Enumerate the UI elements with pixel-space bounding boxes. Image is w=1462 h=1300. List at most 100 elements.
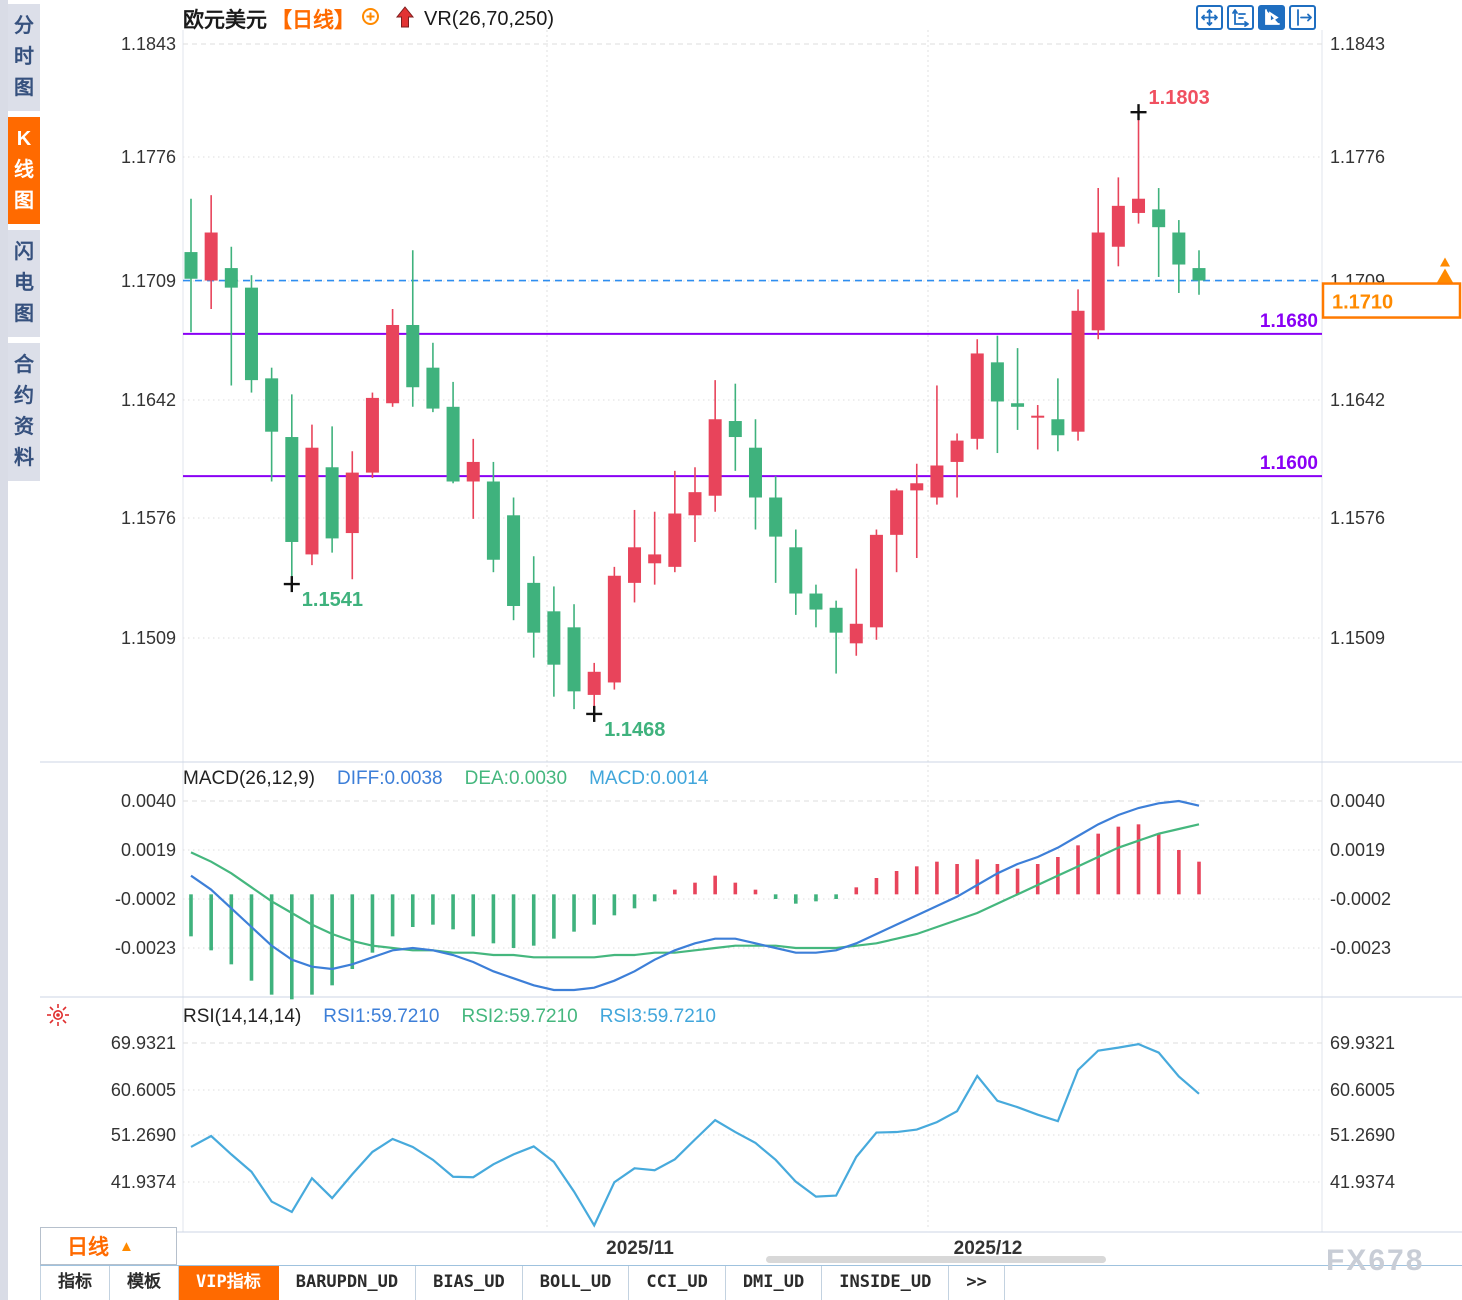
candle (184, 198, 198, 333)
price-axis-label-right: 1.1576 (1330, 508, 1385, 528)
candle (406, 250, 420, 407)
indicator-tab-VIP指标[interactable]: VIP指标 (179, 1266, 279, 1300)
candle (305, 424, 319, 566)
indicator-tab-BARUPDN_UD[interactable]: BARUPDN_UD (279, 1266, 417, 1300)
red-up-arrow-icon (394, 5, 416, 34)
indicator-tab-BOLL_UD[interactable]: BOLL_UD (523, 1266, 630, 1300)
macd-hist-bar (1096, 833, 1100, 895)
macd-title: MACD(26,12,9) (183, 768, 315, 789)
candle (265, 367, 279, 482)
rsi-axis-label-left: 41.9374 (111, 1172, 176, 1192)
indicator-tab-指标[interactable]: 指标 (40, 1266, 110, 1300)
macd-axis-label-left: -0.0023 (115, 938, 176, 958)
macd-hist-bar (1136, 824, 1141, 895)
candle (648, 511, 662, 585)
macd-hist-bar (229, 894, 234, 965)
candle (829, 600, 843, 674)
candle (1011, 348, 1025, 430)
macd-hist-bar (370, 894, 375, 953)
candle (365, 392, 379, 478)
rsi-axis-label-right: 69.9321 (1330, 1033, 1395, 1053)
macd-hist-bar (431, 894, 435, 925)
candle (990, 335, 1004, 454)
indicator-settings-sun-icon[interactable] (44, 1001, 72, 1034)
current-price-value: 1.1710 (1332, 292, 1393, 314)
candle (748, 419, 762, 530)
sidebar-item-闪电图[interactable]: 闪电图 (8, 230, 40, 337)
macd-hist-bar (894, 871, 899, 895)
move-icon[interactable] (1196, 5, 1223, 35)
candle (1031, 405, 1045, 450)
sidebar-item-分时图[interactable]: 分时图 (8, 4, 40, 111)
indicator-tab-CCI_UD[interactable]: CCI_UD (629, 1266, 726, 1300)
macd-hist-bar (975, 859, 980, 895)
candle (769, 476, 783, 583)
macd-hist-bar (1197, 861, 1201, 895)
axis-play-icon[interactable] (1258, 5, 1285, 35)
macd-hist-bar (733, 882, 738, 895)
macd-hist-bar (249, 894, 254, 981)
indicator-tab-INSIDE_UD[interactable]: INSIDE_UD (822, 1266, 950, 1300)
candle (587, 662, 601, 711)
candle (910, 463, 924, 558)
indicator-tab-[interactable]: >> (949, 1266, 1005, 1300)
price-axis-label-right: 1.1509 (1330, 628, 1385, 648)
candle (1152, 188, 1166, 277)
macd-axis-label-right: -0.0002 (1330, 889, 1391, 909)
add-indicator-icon[interactable] (361, 7, 380, 31)
candle (244, 275, 258, 393)
rsi-axis-label-left: 69.9321 (111, 1033, 176, 1053)
price-axis-label-left: 1.1776 (121, 147, 176, 167)
macd-hist-bar (713, 875, 717, 895)
macd-axis-label-left: 0.0040 (121, 791, 176, 811)
macd-axis-label-left: 0.0019 (121, 840, 176, 860)
macd-hist-bar (471, 894, 476, 937)
macd-hist-bar (531, 894, 536, 946)
rsi-label-row: RSI(14,14,14) RSI1:59.7210 RSI2:59.7210 … (183, 1006, 716, 1028)
extreme-price-label: 1.1468 (604, 719, 665, 741)
extreme-marker: 1.1541 (283, 576, 363, 611)
indicator-tab-DMI_UD[interactable]: DMI_UD (726, 1266, 823, 1300)
candle (1051, 378, 1065, 452)
indicator-tab-BIAS_UD[interactable]: BIAS_UD (416, 1266, 523, 1300)
scrollbar-thumb[interactable] (766, 1256, 1106, 1263)
price-up-arrow-icon (1437, 268, 1453, 283)
macd-axis-label-left: -0.0002 (115, 889, 176, 909)
candle (628, 509, 642, 603)
macd-hist-bar (390, 894, 395, 937)
macd-hist-bar (1035, 864, 1040, 895)
macd-hist-bar (834, 894, 838, 899)
date-axis-label: 2025/11 (606, 1238, 674, 1259)
candle (527, 556, 541, 658)
macd-hist-bar (914, 866, 919, 895)
pan-right-icon[interactable] (1289, 5, 1316, 35)
macd-hist-bar (935, 861, 939, 895)
period-selector-label: 日线 (67, 1236, 109, 1259)
candle (486, 461, 500, 573)
macd-hist-bar (1156, 833, 1161, 895)
period-tag: 【日线】 (271, 9, 355, 32)
macd-hist-bar (552, 894, 556, 939)
indicator-tab-模板[interactable]: 模板 (110, 1266, 179, 1300)
macd-hist-bar (330, 894, 334, 986)
candle (567, 604, 581, 710)
period-up-triangle-icon: ▲ (119, 1237, 134, 1255)
macd-axis-label-right: 0.0019 (1330, 840, 1385, 860)
macd-hist-bar (209, 894, 213, 951)
period-selector-button[interactable]: 日线 ▲ (40, 1227, 177, 1265)
candle (446, 381, 460, 484)
macd-hist-bar (511, 894, 516, 948)
macd-hist-bar (955, 864, 959, 895)
axis-zoom-icon[interactable] (1227, 5, 1254, 35)
macd-hist-bar (814, 894, 818, 902)
candle (1192, 250, 1206, 295)
macd-hist-bar (773, 894, 778, 899)
candle (1132, 115, 1146, 224)
level-price-label: 1.1680 (1260, 311, 1318, 332)
rsi-axis-label-left: 60.6005 (111, 1080, 176, 1100)
sidebar-item-合约资料[interactable]: 合约资料 (8, 343, 40, 481)
macd-hist-bar (491, 894, 496, 944)
macd-hist-bar (753, 889, 758, 895)
